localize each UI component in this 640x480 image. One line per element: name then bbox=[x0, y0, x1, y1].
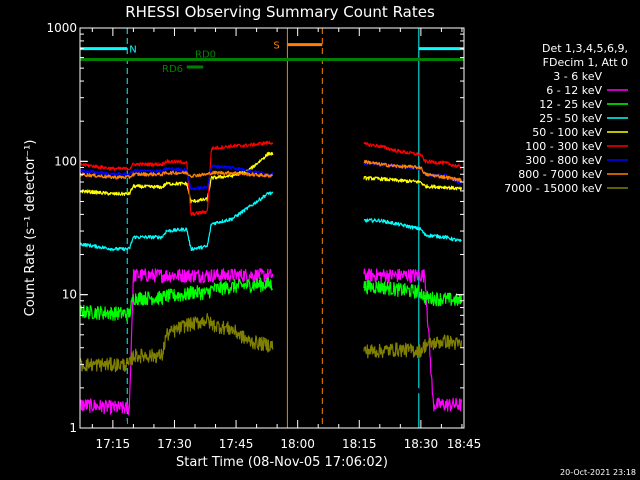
x-tick-label: 18:00 bbox=[280, 437, 315, 451]
legend-label-8: 7000 - 15000 keV bbox=[504, 182, 602, 195]
x-tick-label: 17:45 bbox=[219, 437, 254, 451]
series-line-1-a bbox=[79, 268, 274, 416]
series-line-3-b bbox=[363, 218, 462, 243]
y-tick-label: 100 bbox=[54, 154, 77, 168]
series-line-8-b bbox=[363, 334, 463, 359]
annotation-label-rd6: RD6 bbox=[162, 64, 183, 75]
series-line-8-a bbox=[79, 313, 274, 373]
x-tick-label: 18:45 bbox=[447, 437, 482, 451]
legend-label-4: 50 - 100 keV bbox=[532, 126, 602, 139]
series-line-2-a bbox=[79, 277, 274, 321]
series-line-1-b bbox=[363, 268, 463, 412]
annotation-label-rd0: RD0 bbox=[195, 50, 216, 61]
y-axis-label: Count Rate (s⁻¹ detector⁻¹) bbox=[23, 140, 38, 317]
series-line-2-b bbox=[363, 279, 463, 307]
axis-ticks: 1 10 100 1000 17:15 17:30 17:45 18:00 18:15 18:30… bbox=[46, 21, 481, 451]
annotation-label-s: S bbox=[273, 41, 279, 52]
x-tick-label: 17:30 bbox=[157, 437, 192, 451]
series-line-5-a bbox=[79, 140, 274, 216]
y-tick-label: 1 bbox=[69, 421, 77, 435]
legend-header-1: FDecim 1, Att 0 bbox=[543, 56, 628, 69]
x-tick-label: 18:15 bbox=[342, 437, 377, 451]
annotation-label-n: N bbox=[129, 45, 136, 56]
series-line-3-a bbox=[79, 191, 274, 252]
annotation-bars: N S RD0 RD6 bbox=[80, 41, 464, 75]
series-line-4-b bbox=[363, 175, 463, 191]
footer-timestamp: 20-Oct-2021 23:18 bbox=[560, 468, 636, 477]
legend-label-6: 300 - 800 keV bbox=[525, 154, 602, 167]
y-tick-label: 10 bbox=[62, 288, 77, 302]
series-line-7-a bbox=[79, 170, 273, 180]
chart-title: RHESSI Observing Summary Count Rates bbox=[125, 3, 435, 21]
x-tick-label: 17:15 bbox=[96, 437, 131, 451]
plot-frame bbox=[79, 27, 465, 429]
legend-label-0: 3 - 6 keV bbox=[553, 70, 602, 83]
legend-header-0: Det 1,3,4,5,6,9, bbox=[542, 42, 628, 55]
legend-label-3: 25 - 50 keV bbox=[539, 112, 602, 125]
legend-label-7: 800 - 7000 keV bbox=[518, 168, 602, 181]
series-line-5-b bbox=[363, 142, 463, 169]
legend: Det 1,3,4,5,6,9,FDecim 1, Att 03 - 6 keV… bbox=[504, 42, 628, 195]
x-axis-label: Start Time (08-Nov-05 17:06:02) bbox=[176, 455, 388, 470]
legend-label-1: 6 - 12 keV bbox=[546, 84, 602, 97]
series-line-0-b bbox=[363, 376, 434, 396]
legend-label-5: 100 - 300 keV bbox=[525, 140, 602, 153]
y-tick-label: 1000 bbox=[46, 21, 77, 35]
series-line-4-a bbox=[79, 151, 274, 204]
series-line-7-b bbox=[363, 159, 463, 183]
legend-label-2: 12 - 25 keV bbox=[539, 98, 602, 111]
series-lines bbox=[79, 140, 463, 429]
x-tick-label: 18:30 bbox=[404, 437, 439, 451]
series-line-6-a bbox=[79, 164, 274, 191]
